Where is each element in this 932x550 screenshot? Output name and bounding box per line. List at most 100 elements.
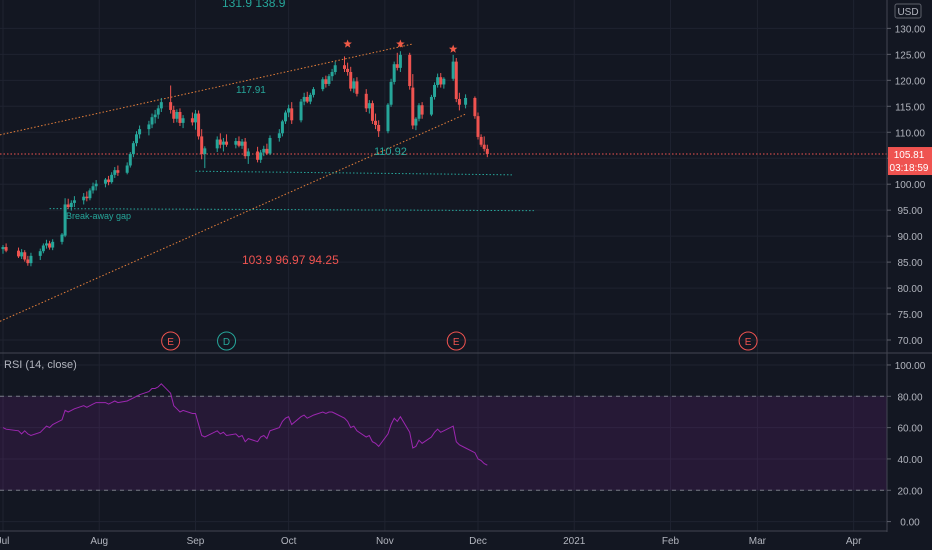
candle <box>153 109 157 124</box>
candle-body <box>370 103 374 121</box>
event-label: E <box>453 337 460 348</box>
candle-body <box>411 87 415 126</box>
candle-body <box>433 84 437 97</box>
price-tick-label: 100.00 <box>895 180 926 191</box>
candle-body <box>82 196 86 201</box>
candle-body <box>392 64 396 82</box>
candle <box>352 78 356 93</box>
price-tick-label: 80.00 <box>897 284 922 295</box>
price-tick-label: 95.00 <box>897 206 922 217</box>
candle-body <box>485 148 489 155</box>
candle-body <box>51 241 55 248</box>
price-tag: 105.81 03:18:59 <box>888 147 932 176</box>
candle <box>305 91 309 104</box>
time-tick-label: 2021 <box>563 536 586 547</box>
candle <box>355 77 359 97</box>
candle-body <box>156 108 160 115</box>
time-tick-label: Sep <box>187 536 205 547</box>
upper-trendline[interactable] <box>0 43 413 136</box>
event-circle <box>217 331 237 351</box>
candle <box>51 239 55 251</box>
candle-body <box>346 68 350 73</box>
candle <box>411 74 415 130</box>
candle <box>476 112 480 140</box>
candle-body <box>153 114 157 118</box>
candle-body <box>48 243 52 248</box>
candle <box>169 85 173 114</box>
candle-body <box>20 252 24 257</box>
lower-trendline[interactable] <box>0 113 466 322</box>
candle-body <box>169 102 173 110</box>
candle-body <box>197 113 201 137</box>
candle <box>4 243 8 253</box>
candle-body <box>429 96 433 115</box>
earnings-event-icon[interactable]: E <box>161 331 181 351</box>
candle-body <box>66 204 70 208</box>
candle-body <box>215 139 219 149</box>
rsi-indicator-label[interactable]: RSI (14, close) <box>4 359 77 371</box>
candle-body <box>268 137 272 154</box>
drawn-lines[interactable] <box>0 43 887 322</box>
time-tick-label: Jul <box>0 536 9 547</box>
candle-body <box>69 202 73 208</box>
candle <box>178 108 182 127</box>
candle-body <box>277 133 281 138</box>
candle-body <box>327 76 331 84</box>
candle-body <box>38 251 42 256</box>
candle <box>116 165 120 176</box>
candle-body <box>457 99 461 105</box>
candle <box>172 105 176 123</box>
candle-body <box>190 118 194 123</box>
candle-body <box>262 148 266 153</box>
candle <box>464 94 468 109</box>
candle <box>88 188 92 201</box>
candle-body <box>218 139 222 145</box>
candle <box>103 177 107 188</box>
candle-body <box>305 96 309 102</box>
bottom-targets-label: 103.9 96.97 94.25 <box>242 253 339 267</box>
candle-body <box>138 129 142 135</box>
candle <box>113 167 117 178</box>
rsi-tick-label: 80.00 <box>897 392 922 403</box>
candle-body <box>91 186 95 191</box>
candle-body <box>116 170 120 173</box>
candle-body <box>128 154 132 166</box>
price-tick-label: 130.00 <box>895 24 926 35</box>
candle-body <box>113 170 117 175</box>
candle <box>414 117 418 131</box>
candle <box>17 247 21 258</box>
candle <box>91 182 95 194</box>
price-axis[interactable]: 70.00 75.00 80.00 85.00 90.00 95.00 100.00 105.… <box>887 24 926 347</box>
candle <box>343 56 347 73</box>
markers <box>343 39 458 53</box>
time-axis[interactable]: Jul Aug Sep Oct Nov Dec 2021 Feb Mar Apr <box>0 536 862 547</box>
candle <box>364 89 368 112</box>
candle <box>302 92 306 106</box>
candle <box>333 61 337 75</box>
candle <box>246 148 250 164</box>
candle-body <box>172 109 176 119</box>
rsi-axis[interactable]: 0.00 20.00 40.00 60.00 80.00 100.00 <box>887 361 926 529</box>
candle <box>280 119 284 137</box>
currency-badge[interactable]: USD <box>894 3 922 19</box>
candle-body <box>284 112 288 122</box>
candle <box>290 102 294 124</box>
earnings-event-icon[interactable]: E <box>738 331 758 351</box>
candle-body <box>243 141 247 157</box>
candle <box>134 131 138 147</box>
candle-body <box>330 72 334 77</box>
dividend-event-icon[interactable]: D <box>217 331 237 351</box>
price-tick-label: 125.00 <box>895 50 926 61</box>
candle <box>299 99 303 123</box>
candle <box>69 200 73 211</box>
candle-body <box>103 179 107 184</box>
gap-level-95[interactable] <box>49 208 534 212</box>
candle <box>433 82 437 100</box>
candle-body <box>451 61 455 79</box>
event-circle <box>446 331 466 351</box>
candle <box>321 77 325 92</box>
support-102[interactable] <box>195 170 513 176</box>
earnings-event-icon[interactable]: E <box>446 331 466 351</box>
